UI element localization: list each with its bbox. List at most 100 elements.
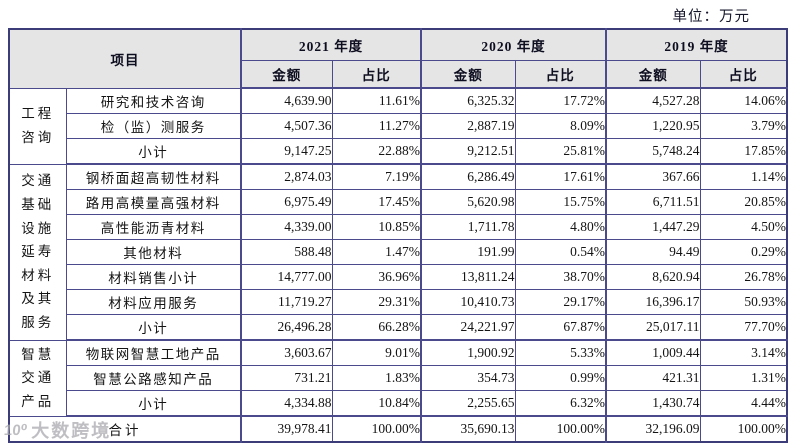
item-label: 小计 (65, 314, 242, 341)
group-label-smart-traffic-products: 智慧 交通 产品 (8, 339, 67, 417)
amount-cell: 25,017.11 (605, 314, 701, 341)
item-label: 钢桥面超高韧性材料 (65, 163, 242, 190)
ratio-cell: 100.00% (699, 415, 788, 443)
ratio-cell: 4.80% (514, 214, 607, 240)
unit-label: 单位：万元 (672, 9, 750, 25)
ratio-cell: 11.61% (331, 87, 422, 114)
item-label: 研究和技术咨询 (65, 87, 242, 114)
amount-cell: 9,147.25 (240, 138, 333, 165)
total-row: 合计 39,978.41 100.00% 35,690.13 100.00% 32,196… (8, 415, 788, 443)
ratio-cell: 11.27% (331, 113, 422, 139)
amount-cell: 4,639.90 (240, 87, 333, 114)
ratio-cell: 9.01% (331, 339, 422, 366)
ratio-cell: 0.29% (699, 239, 788, 265)
table-row: 小计 9,147.25 22.88% 9,212.51 25.81% 5,748.24 17… (9, 138, 788, 165)
ratio-cell: 22.88% (331, 138, 422, 165)
amount-cell: 3,603.67 (240, 339, 333, 366)
table-row: 路用高模量高强材料 6,975.49 17.45% 5,620.98 15.75% 6,7… (9, 189, 788, 215)
ratio-cell: 3.14% (699, 339, 788, 366)
ratio-cell: 10.84% (331, 390, 422, 417)
table-row: 材料销售小计 14,777.00 36.96% 13,811.24 38.70% 8,62… (9, 264, 788, 290)
table-row: 小计 26,496.28 66.28% 24,221.97 67.87% 25,017.1… (9, 314, 788, 341)
item-label: 小计 (65, 138, 242, 165)
ratio-cell: 17.85% (699, 138, 788, 165)
group-label-infrastructure-materials: 交通 基础 设施 延寿 材料 及其 服务 (8, 163, 67, 341)
amount-cell: 4,527.28 (605, 87, 701, 114)
amount-cell: 5,748.24 (605, 138, 701, 165)
item-label: 智慧公路感知产品 (65, 365, 242, 391)
ratio-cell: 66.28% (331, 314, 422, 341)
ratio-cell: 26.78% (699, 264, 788, 290)
item-label: 检（监）测服务 (65, 113, 242, 139)
column-header-item: 项目 (8, 28, 242, 89)
ratio-cell: 7.19% (331, 163, 422, 190)
ratio-cell: 1.83% (331, 365, 422, 391)
amount-cell: 1,430.74 (605, 390, 701, 417)
amount-cell: 6,975.49 (240, 189, 333, 215)
ratio-cell: 20.85% (699, 189, 788, 215)
table-row: 交通 基础 设施 延寿 材料 及其 服务 钢桥面超高韧性材料 2,874.03 7.19% 6,28… (8, 163, 788, 341)
amount-cell: 6,711.51 (605, 189, 701, 215)
amount-cell: 16,396.17 (605, 289, 701, 315)
table-row: 其他材料 588.48 1.47% 191.99 0.54% 94.49 0.29% (9, 239, 788, 265)
ratio-cell: 6.32% (514, 390, 607, 417)
item-label: 其他材料 (65, 239, 242, 265)
group-label-engineering-consulting: 工程 咨询 (8, 87, 67, 165)
ratio-cell: 50.93% (699, 289, 788, 315)
column-header-year-2019: 2019 年度 (605, 28, 788, 61)
amount-cell: 13,811.24 (420, 264, 516, 290)
item-label: 高性能沥青材料 (65, 214, 242, 240)
amount-cell: 6,286.49 (420, 163, 516, 190)
ratio-cell: 36.96% (331, 264, 422, 290)
ratio-cell: 5.33% (514, 339, 607, 366)
ratio-cell: 17.45% (331, 189, 422, 215)
table-row: 智慧公路感知产品 731.21 1.83% 354.73 0.99% 421.31 1.31… (9, 365, 788, 391)
table-row: 材料应用服务 11,719.27 29.31% 10,410.73 29.17% 16,3… (9, 289, 788, 315)
amount-cell: 367.66 (605, 163, 701, 190)
amount-cell: 1,900.92 (420, 339, 516, 366)
ratio-cell: 29.17% (514, 289, 607, 315)
ratio-cell: 1.31% (699, 365, 788, 391)
item-label: 材料应用服务 (65, 289, 242, 315)
ratio-cell: 4.44% (699, 390, 788, 417)
ratio-cell: 77.70% (699, 314, 788, 341)
item-label: 小计 (65, 390, 242, 417)
amount-cell: 6,325.32 (420, 87, 516, 114)
table-row: 检（监）测服务 4,507.36 11.27% 2,887.19 8.09% 1,220.… (9, 113, 788, 139)
table-body: 工程 咨询 研究和技术咨询 4,639.90 11.61% 6,325.32 17.72% 4… (8, 87, 788, 443)
amount-cell: 1,220.95 (605, 113, 701, 139)
table-row: 工程 咨询 研究和技术咨询 4,639.90 11.61% 6,325.32 17.72% 4… (8, 87, 788, 165)
ratio-cell: 0.54% (514, 239, 607, 265)
ratio-cell: 10.85% (331, 214, 422, 240)
ratio-cell: 29.31% (331, 289, 422, 315)
amount-cell: 9,212.51 (420, 138, 516, 165)
table-row: 高性能沥青材料 4,339.00 10.85% 1,711.78 4.80% 1,447.… (9, 214, 788, 240)
amount-cell: 421.31 (605, 365, 701, 391)
amount-cell: 14,777.00 (240, 264, 333, 290)
total-label: 合计 (8, 415, 242, 443)
amount-cell: 2,887.19 (420, 113, 516, 139)
ratio-cell: 14.06% (699, 87, 788, 114)
amount-cell: 8,620.94 (605, 264, 701, 290)
amount-cell: 4,507.36 (240, 113, 333, 139)
amount-cell: 1,009.44 (605, 339, 701, 366)
amount-cell: 4,339.00 (240, 214, 333, 240)
amount-cell: 1,711.78 (420, 214, 516, 240)
column-header-ratio-2021: 占比 (331, 60, 422, 89)
item-label: 材料销售小计 (65, 264, 242, 290)
ratio-cell: 3.79% (699, 113, 788, 139)
item-label: 物联网智慧工地产品 (65, 339, 242, 366)
table-row: 小计 4,334.88 10.84% 2,255.65 6.32% 1,430.74 4.4… (9, 390, 788, 417)
column-header-amount-2020: 金额 (420, 60, 516, 89)
amount-cell: 4,334.88 (240, 390, 333, 417)
ratio-cell: 1.47% (331, 239, 422, 265)
amount-cell: 588.48 (240, 239, 333, 265)
column-header-amount-2019: 金额 (605, 60, 701, 89)
table-header: 项目 2021 年度 2020 年度 2019 年度 金额 占比 金额 占比 金… (8, 28, 788, 89)
ratio-cell: 8.09% (514, 113, 607, 139)
ratio-cell: 0.99% (514, 365, 607, 391)
amount-cell: 354.73 (420, 365, 516, 391)
amount-cell: 2,255.65 (420, 390, 516, 417)
ratio-cell: 4.50% (699, 214, 788, 240)
